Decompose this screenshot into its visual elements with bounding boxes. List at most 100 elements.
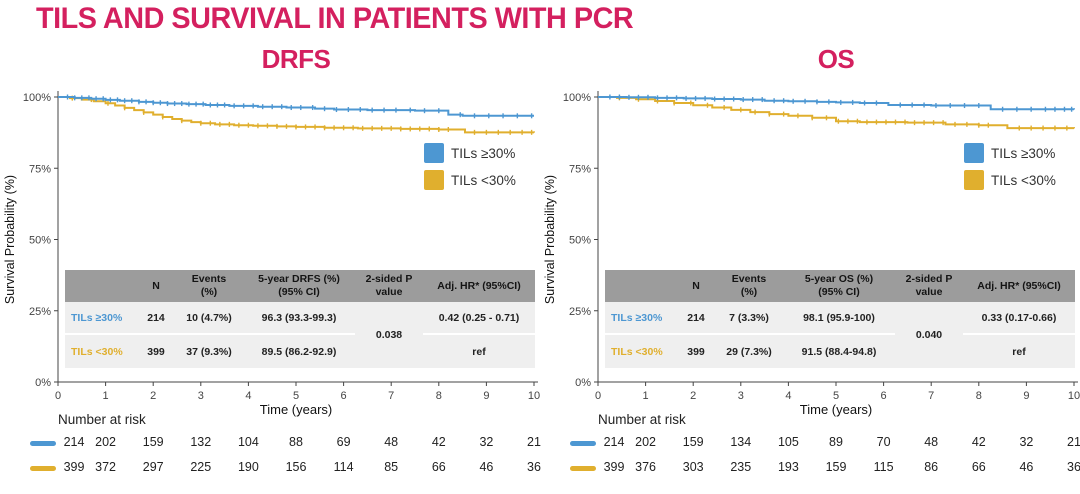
risk-count: 225 xyxy=(190,460,212,474)
risk-count: 46 xyxy=(1019,460,1034,474)
svg-text:75%: 75% xyxy=(29,163,51,175)
legend-swatch-blue-icon xyxy=(424,143,444,163)
summary-table-os: N Events (%) 5-year OS (%) (95% CI) 2-side… xyxy=(605,270,1075,368)
risk-count: 399 xyxy=(63,460,85,474)
svg-text:7: 7 xyxy=(928,390,934,402)
number-at-risk-block: Number at risk 214 202 159 132 104 88 69 48 42 32… xyxy=(0,410,541,494)
legend-swatch-yellow-icon xyxy=(424,170,444,190)
svg-text:50%: 50% xyxy=(29,235,51,247)
svg-text:1: 1 xyxy=(103,390,109,402)
risk-count: 159 xyxy=(682,435,704,449)
risk-count: 376 xyxy=(635,460,657,474)
risk-count: 193 xyxy=(777,460,799,474)
svg-text:3: 3 xyxy=(198,390,204,402)
header-text: Events xyxy=(191,273,227,286)
km-panel-drfs: DRFS 0% 25% 50% 75% 100% 0 1 2 3 4 5 6 7 8 9 10 Time (ye… xyxy=(0,44,541,494)
risk-dash-blue-icon xyxy=(570,441,596,446)
header-text: 5-year DRFS (%) xyxy=(258,273,340,286)
legend-swatch-yellow-icon xyxy=(964,170,984,190)
svg-text:5: 5 xyxy=(833,390,839,402)
risk-count: 132 xyxy=(190,435,212,449)
legend-item-tils-low: TILs <30% xyxy=(424,170,516,190)
header-text: (95% CI) xyxy=(278,286,320,298)
table-cell-n: 214 xyxy=(677,302,715,335)
risk-count: 105 xyxy=(777,435,799,449)
table-header-hr: Adj. HR* (95%CI) xyxy=(423,270,535,302)
number-at-risk-label: Number at risk xyxy=(598,412,686,427)
legend-label: TILs <30% xyxy=(991,172,1056,188)
svg-text:100%: 100% xyxy=(23,92,51,104)
svg-text:Survival Probability (%): Survival Probability (%) xyxy=(3,175,17,304)
survival-plot-os: 0% 25% 50% 75% 100% 0 1 2 3 4 5 6 7 8 9 10 Time (years) S… xyxy=(543,91,1080,417)
legend: TILs ≥30% TILs <30% xyxy=(424,143,516,190)
risk-count: 159 xyxy=(825,460,847,474)
risk-count: 88 xyxy=(289,435,303,449)
header-text: 2-sided P xyxy=(905,273,953,286)
svg-text:2: 2 xyxy=(150,390,156,402)
table-header-n: N xyxy=(137,270,175,302)
risk-count: 190 xyxy=(237,460,259,474)
svg-text:75%: 75% xyxy=(569,163,591,175)
table-cell-hr: 0.42 (0.25 - 0.71) xyxy=(423,302,535,335)
risk-count: 399 xyxy=(603,460,625,474)
header-text: (95% CI) xyxy=(818,286,860,298)
table-cell-hr: ref xyxy=(423,335,535,368)
svg-text:1: 1 xyxy=(643,390,649,402)
risk-count: 32 xyxy=(1019,435,1034,449)
risk-count: 69 xyxy=(336,435,351,449)
risk-row-tils-low: 399 376 303 235 193 159 115 86 66 46 36 xyxy=(540,460,1080,478)
svg-text:50%: 50% xyxy=(569,235,591,247)
risk-dash-yellow-icon xyxy=(30,466,56,471)
legend-item-tils-high: TILs ≥30% xyxy=(424,143,516,163)
header-text: 5-year OS (%) xyxy=(804,273,874,286)
table-row-label: TILs ≥30% xyxy=(605,302,677,335)
table-cell-outcome: 91.5 (88.4-94.8) xyxy=(783,335,895,368)
table-header-events: Events (%) xyxy=(175,270,243,302)
risk-count: 159 xyxy=(142,435,164,449)
panel-title-drfs: DRFS xyxy=(261,44,331,74)
header-text: N xyxy=(692,279,700,292)
slide-title: TILS AND SURVIVAL IN PATIENTS WITH PCR xyxy=(36,2,634,35)
svg-text:8: 8 xyxy=(976,390,982,402)
number-at-risk-label: Number at risk xyxy=(58,412,146,427)
table-row-label: TILs <30% xyxy=(65,335,137,368)
risk-count: 114 xyxy=(333,460,354,474)
risk-count: 42 xyxy=(971,435,986,449)
header-text: Events xyxy=(731,273,767,286)
risk-count: 297 xyxy=(142,460,164,474)
svg-text:10: 10 xyxy=(528,390,540,402)
table-cell-n: 399 xyxy=(137,335,175,368)
risk-count: 214 xyxy=(63,435,85,449)
header-text: N xyxy=(152,279,160,292)
table-header-n: N xyxy=(677,270,715,302)
risk-count: 36 xyxy=(1067,460,1080,474)
svg-text:25%: 25% xyxy=(29,306,51,318)
risk-row-tils-high: 214 202 159 132 104 88 69 48 42 32 21 xyxy=(0,435,541,453)
legend-label: TILs <30% xyxy=(451,172,516,188)
risk-count: 21 xyxy=(527,435,541,449)
table-row-label: TILs ≥30% xyxy=(65,302,137,335)
svg-text:5: 5 xyxy=(293,390,299,402)
table-row-label: TILs <30% xyxy=(605,335,677,368)
risk-count: 66 xyxy=(431,460,446,474)
table-header-empty xyxy=(65,270,137,302)
svg-text:Time (years): Time (years) xyxy=(800,402,872,417)
risk-count: 21 xyxy=(1067,435,1080,449)
svg-text:6: 6 xyxy=(341,390,347,402)
header-text: Adj. HR* (95%CI) xyxy=(437,279,521,292)
risk-row-tils-high: 214 202 159 134 105 89 70 48 42 32 21 xyxy=(540,435,1080,453)
table-cell-hr: ref xyxy=(963,335,1075,368)
risk-count: 235 xyxy=(730,460,752,474)
risk-count: 70 xyxy=(876,435,891,449)
table-cell-events: 37 (9.3%) xyxy=(175,335,243,368)
svg-text:9: 9 xyxy=(483,390,489,402)
risk-count: 134 xyxy=(730,435,752,449)
table-cell-outcome: 89.5 (86.2-92.9) xyxy=(243,335,355,368)
number-at-risk-block: Number at risk 214 202 159 134 105 89 70 48 42 32… xyxy=(540,410,1080,494)
risk-count: 214 xyxy=(603,435,625,449)
risk-count: 115 xyxy=(873,460,894,474)
svg-text:0: 0 xyxy=(55,390,61,402)
risk-dash-blue-icon xyxy=(30,441,56,446)
legend-item-tils-low: TILs <30% xyxy=(964,170,1056,190)
